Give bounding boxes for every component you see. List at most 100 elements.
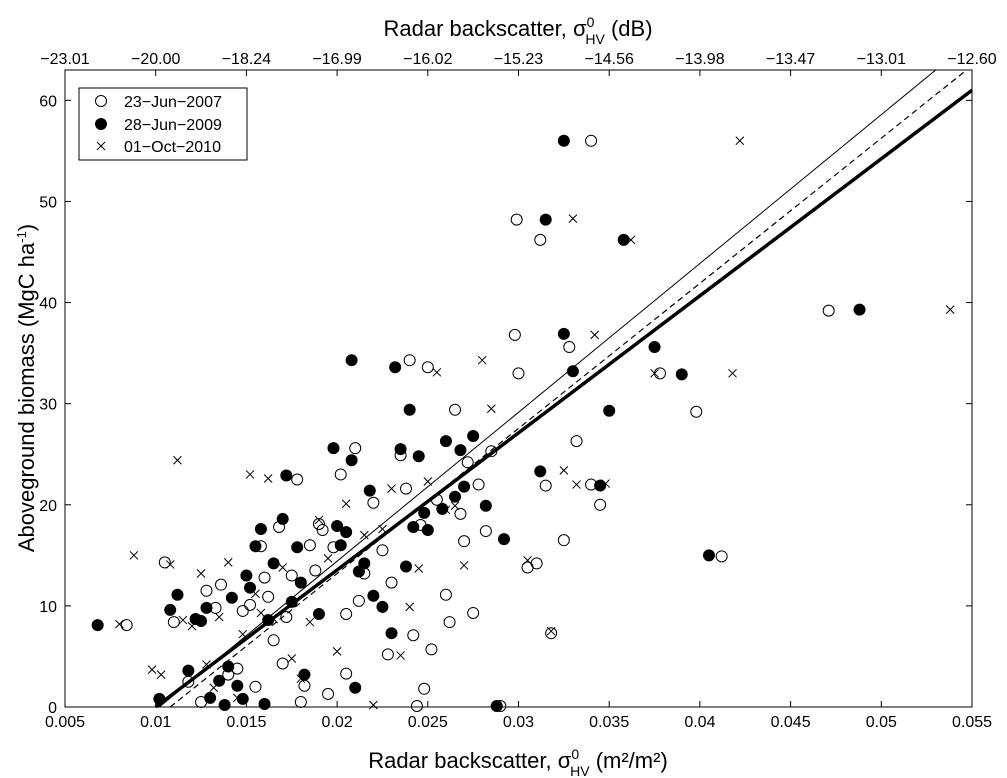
- series-2-point: [345, 454, 358, 467]
- series-3-point: [468, 431, 478, 441]
- series-3-point: [601, 479, 610, 488]
- series-1-point: [425, 643, 438, 656]
- series-1-point: [403, 354, 416, 367]
- series-1-point: [381, 648, 394, 661]
- x-tick-label: 0.05: [866, 714, 897, 731]
- series-2-point: [603, 404, 616, 417]
- series-1-point: [340, 607, 353, 620]
- series-2-point: [267, 557, 280, 570]
- series-3-point: [196, 569, 206, 578]
- series-3-point: [232, 693, 242, 703]
- series-3-point: [359, 530, 369, 540]
- plot-content: [91, 69, 974, 712]
- series-1-point: [267, 634, 280, 647]
- x-top-axis-title: Radar backscatter, σ0 HV (dB): [383, 14, 652, 47]
- series-1-point: [407, 629, 420, 642]
- x-top-tick-label: −20.00: [131, 51, 180, 68]
- x-tick-label: 0.005: [45, 714, 85, 731]
- series-1-point: [367, 496, 380, 509]
- series-2-point: [358, 557, 371, 570]
- series-2-point: [327, 442, 340, 455]
- series-3-point: [147, 665, 157, 674]
- series-3-point: [369, 700, 378, 710]
- series-3-point: [559, 466, 569, 475]
- series-3-point: [414, 564, 424, 573]
- series-3-point: [735, 136, 745, 146]
- series-1-point: [215, 578, 228, 591]
- x-top-tick-label: −23.01: [40, 51, 89, 68]
- series-2-point: [490, 699, 503, 712]
- series-2-point: [479, 499, 492, 512]
- series-3-point: [129, 550, 139, 560]
- series-3-point: [945, 305, 955, 314]
- series-1-point: [200, 584, 213, 597]
- legend-marker-filled-circle: [95, 118, 107, 130]
- series-1-point: [309, 564, 322, 577]
- series-3-point: [432, 367, 442, 377]
- series-2-point: [331, 520, 344, 533]
- series-3-point: [165, 560, 175, 569]
- series-2-point: [334, 539, 347, 552]
- x-top-tick-label: −16.99: [312, 51, 361, 68]
- series-2-point: [436, 502, 449, 515]
- x-tick-label: 0.03: [503, 714, 534, 731]
- series-2-point: [617, 233, 630, 246]
- series-3-point: [256, 608, 266, 618]
- series-2-point: [853, 303, 866, 316]
- y-tick-label: 0: [48, 700, 57, 717]
- legend-marker-open-circle: [95, 95, 107, 107]
- y-tick-label: 10: [39, 599, 57, 616]
- plot-area: [64, 69, 973, 708]
- series-2-point: [91, 619, 104, 632]
- series-1-point: [410, 699, 423, 712]
- series-3-point: [650, 368, 659, 378]
- series-2-point: [225, 591, 238, 604]
- series-3-point: [187, 621, 197, 631]
- series-1-point: [258, 571, 271, 584]
- series-2-point: [236, 692, 249, 705]
- series-1-point: [539, 479, 552, 492]
- y-axis-title: Aboveground biomass (MgC ha-1): [14, 224, 39, 552]
- series-2-point: [340, 526, 353, 539]
- series-1-point: [276, 657, 289, 670]
- series-3-point: [626, 235, 636, 245]
- series-1-point: [236, 604, 249, 617]
- series-2-point: [294, 576, 307, 589]
- series-1-point: [715, 550, 728, 563]
- series-3-point: [223, 558, 233, 567]
- series-1-point: [400, 482, 413, 495]
- series-1-point: [461, 456, 474, 469]
- series-2-point: [557, 327, 570, 340]
- series-2-point: [566, 365, 579, 378]
- series-3-point: [486, 404, 496, 414]
- series-2-point: [363, 484, 376, 497]
- series-2-point: [280, 469, 293, 482]
- series-3-point: [296, 674, 306, 684]
- series-1-point: [822, 304, 835, 317]
- series-1-point: [167, 616, 180, 629]
- series-3-point: [441, 505, 451, 515]
- series-2-point: [454, 444, 467, 457]
- series-3-point: [251, 589, 260, 599]
- fit-line-thin-solid: [159, 69, 937, 708]
- series-3-point: [728, 368, 737, 378]
- series-2-point: [204, 691, 217, 704]
- series-2-point: [557, 134, 570, 147]
- series-3-point: [178, 615, 188, 625]
- series-3-point: [546, 626, 556, 636]
- series-2-point: [412, 450, 425, 463]
- series-1-point: [594, 498, 607, 511]
- series-1-point: [334, 468, 347, 481]
- series-2-point: [403, 403, 416, 416]
- series-2-point: [291, 541, 304, 554]
- y-tick-label: 40: [39, 296, 57, 313]
- series-3-point: [278, 563, 288, 572]
- series-2-point: [200, 601, 213, 614]
- series-1-point: [534, 233, 547, 246]
- y-tick-label: 20: [39, 498, 57, 515]
- series-3-point: [156, 670, 166, 679]
- series-3-point: [209, 683, 219, 693]
- series-3-point: [332, 647, 342, 656]
- fit-line-thick-solid: [154, 88, 974, 709]
- series-2-point: [594, 479, 607, 492]
